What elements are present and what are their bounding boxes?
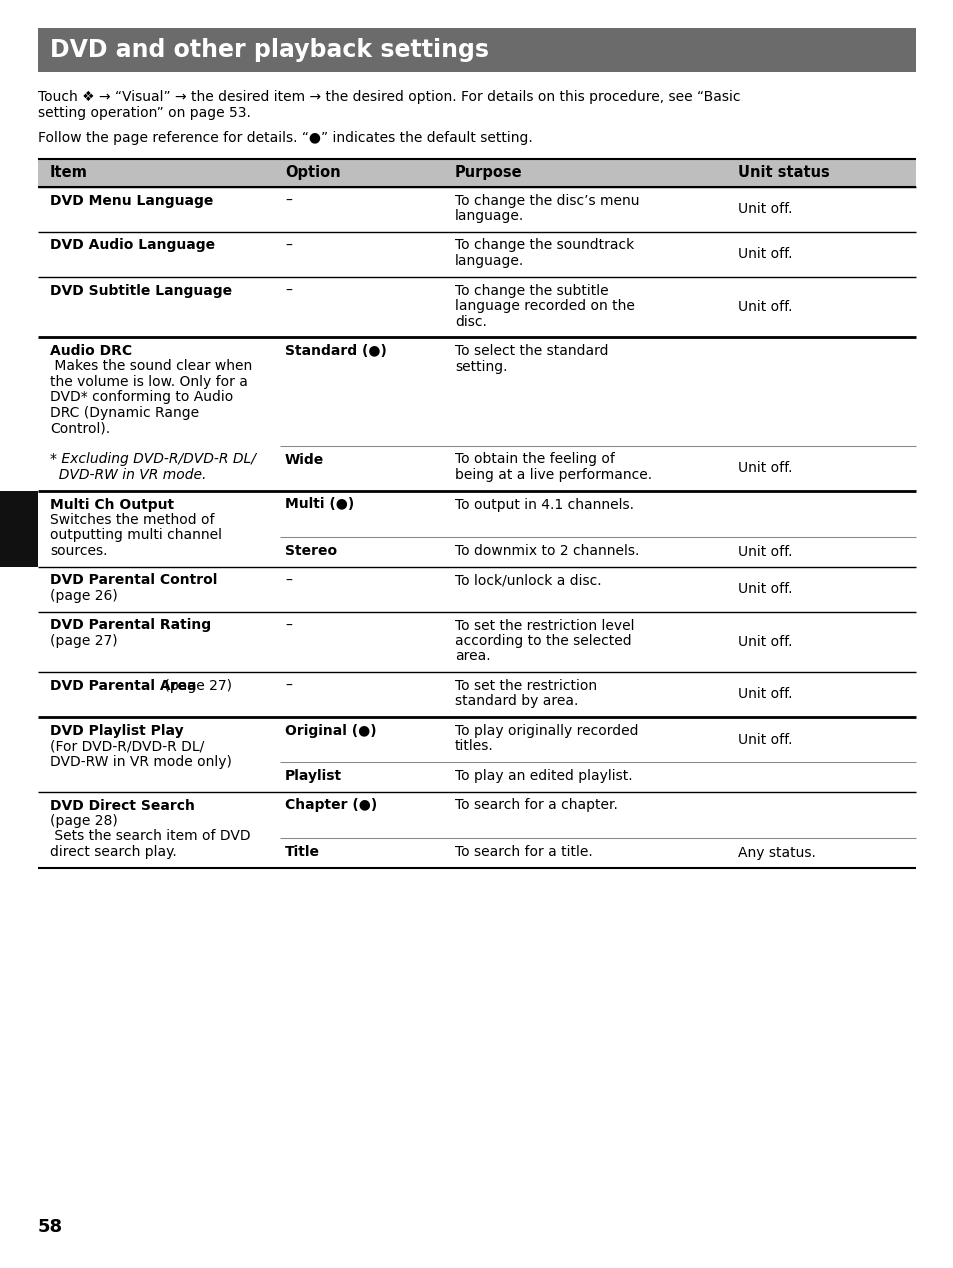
- Text: Title: Title: [285, 844, 319, 858]
- Text: DVD-RW in VR mode.: DVD-RW in VR mode.: [50, 468, 206, 482]
- Text: standard by area.: standard by area.: [455, 695, 578, 709]
- Text: DVD Direct Search: DVD Direct Search: [50, 799, 194, 813]
- Text: To search for a title.: To search for a title.: [455, 844, 592, 858]
- Text: Multi (●): Multi (●): [285, 497, 354, 511]
- Text: DVD Playlist Play: DVD Playlist Play: [50, 724, 183, 738]
- Text: direct search play.: direct search play.: [50, 844, 176, 858]
- Text: (page 28): (page 28): [50, 814, 117, 828]
- Text: To set the restriction: To set the restriction: [455, 678, 597, 694]
- Text: DRC (Dynamic Range: DRC (Dynamic Range: [50, 406, 199, 420]
- Text: To change the subtitle: To change the subtitle: [455, 284, 608, 298]
- Text: Item: Item: [50, 165, 88, 180]
- Text: To select the standard: To select the standard: [455, 344, 608, 358]
- Text: titles.: titles.: [455, 739, 494, 753]
- Text: Stereo: Stereo: [285, 544, 336, 558]
- Text: DVD Parental Control: DVD Parental Control: [50, 573, 217, 587]
- Text: Unit status: Unit status: [738, 165, 829, 180]
- Text: outputting multi channel: outputting multi channel: [50, 529, 222, 543]
- Text: Unit off.: Unit off.: [738, 462, 792, 476]
- Text: DVD* conforming to Audio: DVD* conforming to Audio: [50, 391, 233, 404]
- Bar: [0, 491, 38, 567]
- Text: language.: language.: [455, 254, 524, 268]
- Text: (page 26): (page 26): [50, 590, 117, 604]
- Text: language.: language.: [455, 209, 524, 223]
- Text: To lock/unlock a disc.: To lock/unlock a disc.: [455, 573, 601, 587]
- Text: DVD Audio Language: DVD Audio Language: [50, 238, 214, 252]
- Text: 58: 58: [38, 1219, 63, 1236]
- Text: To play an edited playlist.: To play an edited playlist.: [455, 768, 632, 784]
- Text: To change the disc’s menu: To change the disc’s menu: [455, 194, 639, 208]
- Text: Unit off.: Unit off.: [738, 687, 792, 701]
- Text: Original (●): Original (●): [285, 724, 376, 738]
- Text: Control).: Control).: [50, 421, 110, 435]
- Text: the volume is low. Only for a: the volume is low. Only for a: [50, 375, 248, 389]
- Text: setting operation” on page 53.: setting operation” on page 53.: [38, 105, 251, 119]
- Text: Unit off.: Unit off.: [738, 545, 792, 559]
- Text: Unit off.: Unit off.: [738, 582, 792, 596]
- Text: being at a live performance.: being at a live performance.: [455, 468, 652, 482]
- Text: DVD-RW in VR mode only): DVD-RW in VR mode only): [50, 754, 232, 768]
- Text: Option: Option: [285, 165, 340, 180]
- Text: Playlist: Playlist: [285, 768, 342, 784]
- Text: To obtain the feeling of: To obtain the feeling of: [455, 453, 615, 467]
- Text: Switches the method of: Switches the method of: [50, 514, 214, 527]
- Text: To downmix to 2 channels.: To downmix to 2 channels.: [455, 544, 639, 558]
- Text: Sets the search item of DVD: Sets the search item of DVD: [50, 829, 251, 843]
- Text: Makes the sound clear when: Makes the sound clear when: [50, 360, 252, 374]
- Text: (page 27): (page 27): [50, 634, 117, 648]
- Text: Any status.: Any status.: [738, 846, 815, 860]
- Bar: [38, 158, 915, 186]
- Text: Unit off.: Unit off.: [738, 635, 792, 649]
- Text: Purpose: Purpose: [455, 165, 522, 180]
- Text: –: –: [285, 238, 292, 252]
- Text: Touch ❖ → “Visual” → the desired item → the desired option. For details on this : Touch ❖ → “Visual” → the desired item → …: [38, 90, 740, 104]
- Text: To search for a chapter.: To search for a chapter.: [455, 799, 618, 813]
- Text: DVD Parental Rating: DVD Parental Rating: [50, 619, 211, 633]
- Text: Unit off.: Unit off.: [738, 299, 792, 313]
- Text: * Excluding DVD-R/DVD-R DL/: * Excluding DVD-R/DVD-R DL/: [50, 453, 255, 467]
- Text: To play originally recorded: To play originally recorded: [455, 724, 638, 738]
- Text: Audio DRC: Audio DRC: [50, 344, 132, 358]
- Text: setting.: setting.: [455, 360, 507, 374]
- Text: –: –: [285, 194, 292, 208]
- Text: according to the selected: according to the selected: [455, 634, 631, 648]
- Text: Unit off.: Unit off.: [738, 247, 792, 261]
- Text: DVD Subtitle Language: DVD Subtitle Language: [50, 284, 232, 298]
- Text: To change the soundtrack: To change the soundtrack: [455, 238, 634, 252]
- Text: sources.: sources.: [50, 544, 108, 558]
- Text: Unit off.: Unit off.: [738, 733, 792, 747]
- Text: Standard (●): Standard (●): [285, 344, 387, 358]
- Text: Wide: Wide: [285, 453, 324, 467]
- Text: (For DVD-R/DVD-R DL/: (For DVD-R/DVD-R DL/: [50, 739, 204, 753]
- Text: DVD and other playback settings: DVD and other playback settings: [50, 38, 489, 62]
- Text: (page 27): (page 27): [159, 678, 232, 694]
- Text: To output in 4.1 channels.: To output in 4.1 channels.: [455, 497, 634, 511]
- Text: Chapter (●): Chapter (●): [285, 799, 376, 813]
- Text: –: –: [285, 678, 292, 694]
- Text: DVD Menu Language: DVD Menu Language: [50, 194, 213, 208]
- Text: area.: area.: [455, 649, 490, 663]
- Bar: [38, 28, 915, 72]
- Text: Follow the page reference for details. “●” indicates the default setting.: Follow the page reference for details. “…: [38, 131, 532, 145]
- Text: Multi Ch Output: Multi Ch Output: [50, 497, 174, 511]
- Text: language recorded on the: language recorded on the: [455, 299, 634, 313]
- Text: –: –: [285, 619, 292, 633]
- Text: DVD Parental Area: DVD Parental Area: [50, 678, 196, 694]
- Text: To set the restriction level: To set the restriction level: [455, 619, 634, 633]
- Text: disc.: disc.: [455, 314, 486, 328]
- Text: –: –: [285, 573, 292, 587]
- Text: Unit off.: Unit off.: [738, 202, 792, 216]
- Text: –: –: [285, 284, 292, 298]
